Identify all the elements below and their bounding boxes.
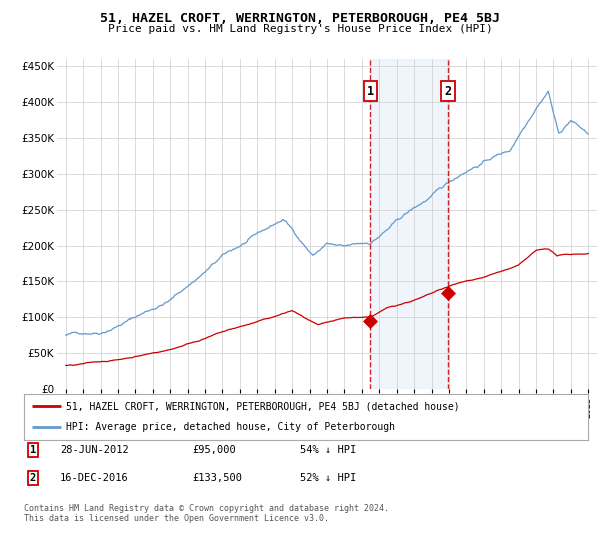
Text: HPI: Average price, detached house, City of Peterborough: HPI: Average price, detached house, City… bbox=[66, 422, 395, 432]
Text: 2: 2 bbox=[445, 85, 452, 97]
Bar bbox=[370, 59, 448, 389]
Text: Contains HM Land Registry data © Crown copyright and database right 2024.
This d: Contains HM Land Registry data © Crown c… bbox=[24, 504, 389, 524]
Text: 51, HAZEL CROFT, WERRINGTON, PETERBOROUGH, PE4 5BJ: 51, HAZEL CROFT, WERRINGTON, PETERBOROUG… bbox=[100, 12, 500, 25]
Text: 54% ↓ HPI: 54% ↓ HPI bbox=[300, 445, 356, 455]
Text: Price paid vs. HM Land Registry's House Price Index (HPI): Price paid vs. HM Land Registry's House … bbox=[107, 24, 493, 34]
Text: 2: 2 bbox=[30, 473, 36, 483]
Text: 1: 1 bbox=[30, 445, 36, 455]
Text: £95,000: £95,000 bbox=[192, 445, 236, 455]
Text: 51, HAZEL CROFT, WERRINGTON, PETERBOROUGH, PE4 5BJ (detached house): 51, HAZEL CROFT, WERRINGTON, PETERBOROUG… bbox=[66, 401, 460, 411]
Text: £133,500: £133,500 bbox=[192, 473, 242, 483]
Text: 1: 1 bbox=[367, 85, 374, 97]
Text: 16-DEC-2016: 16-DEC-2016 bbox=[60, 473, 129, 483]
Text: 52% ↓ HPI: 52% ↓ HPI bbox=[300, 473, 356, 483]
Text: 28-JUN-2012: 28-JUN-2012 bbox=[60, 445, 129, 455]
